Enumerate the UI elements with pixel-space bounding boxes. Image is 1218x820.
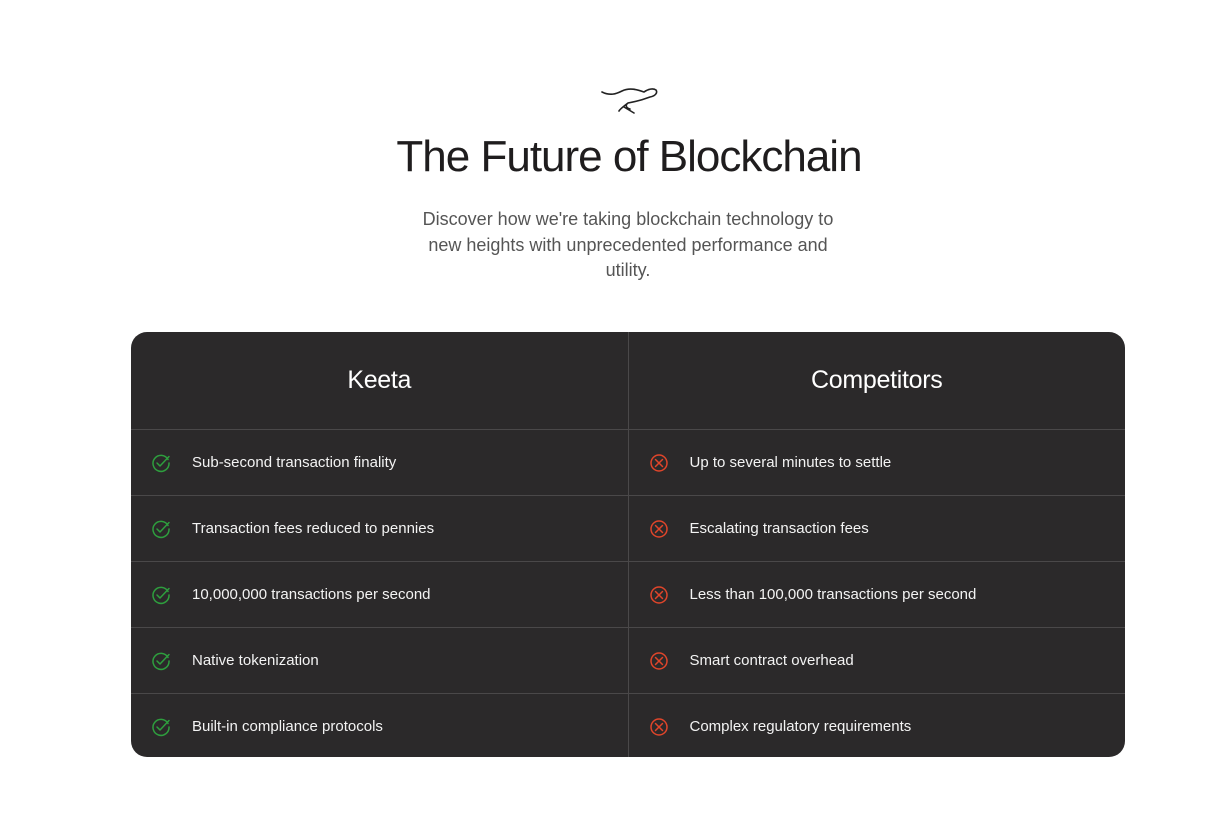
check-circle-icon xyxy=(152,586,170,604)
x-circle-icon xyxy=(649,651,668,670)
competitors-cell: Complex regulatory requirements xyxy=(627,694,1126,757)
check-circle-icon xyxy=(152,454,170,472)
table-row: Built-in compliance protocols Complex reg… xyxy=(131,694,1125,757)
kangaroo-logo-icon xyxy=(601,88,658,114)
page-title: The Future of Blockchain xyxy=(396,132,862,181)
column-header-keeta: Keeta xyxy=(347,366,412,394)
table-row: Transaction fees reduced to pennies Escal… xyxy=(131,496,1125,562)
x-circle-icon xyxy=(649,453,668,472)
check-circle-icon xyxy=(152,718,170,736)
competitor-feature: Up to several minutes to settle xyxy=(689,454,892,471)
check-circle-icon xyxy=(152,520,170,538)
table-row: Native tokenization Smart contract overhe… xyxy=(131,628,1125,694)
competitors-cell: Up to several minutes to settle xyxy=(627,430,1126,495)
keeta-cell: Built-in compliance protocols xyxy=(131,694,628,757)
competitor-feature: Smart contract overhead xyxy=(689,652,854,669)
column-header-competitors: Competitors xyxy=(627,332,1126,429)
keeta-cell: Native tokenization xyxy=(131,628,628,693)
keeta-feature: Transaction fees reduced to pennies xyxy=(192,520,435,537)
x-circle-icon xyxy=(649,585,668,604)
competitors-cell: Smart contract overhead xyxy=(627,628,1126,693)
keeta-cell: Transaction fees reduced to pennies xyxy=(131,496,628,561)
comparison-table: Keeta Competitors Sub-second transaction… xyxy=(131,332,1125,757)
page-subtitle: Discover how we're taking blockchain tec… xyxy=(422,209,834,280)
keeta-feature: 10,000,000 transactions per second xyxy=(192,586,431,603)
competitor-feature: Less than 100,000 transactions per secon… xyxy=(689,586,977,603)
keeta-feature: Built-in compliance protocols xyxy=(192,718,383,735)
keeta-cell: 10,000,000 transactions per second xyxy=(131,562,628,627)
keeta-cell: Sub-second transaction finality xyxy=(131,430,628,495)
keeta-feature: Native tokenization xyxy=(192,652,319,669)
competitors-cell: Less than 100,000 transactions per secon… xyxy=(627,562,1126,627)
keeta-feature: Sub-second transaction finality xyxy=(192,454,397,471)
competitor-feature: Complex regulatory requirements xyxy=(689,718,912,735)
table-row: 10,000,000 transactions per second Less t… xyxy=(131,562,1125,628)
table-row: Sub-second transaction finality Up to sev… xyxy=(131,430,1125,496)
x-circle-icon xyxy=(649,519,668,538)
x-circle-icon xyxy=(649,717,668,736)
competitors-cell: Escalating transaction fees xyxy=(627,496,1126,561)
check-circle-icon xyxy=(152,652,170,670)
competitor-feature: Escalating transaction fees xyxy=(689,520,869,537)
table-header: Keeta Competitors xyxy=(131,332,1125,430)
